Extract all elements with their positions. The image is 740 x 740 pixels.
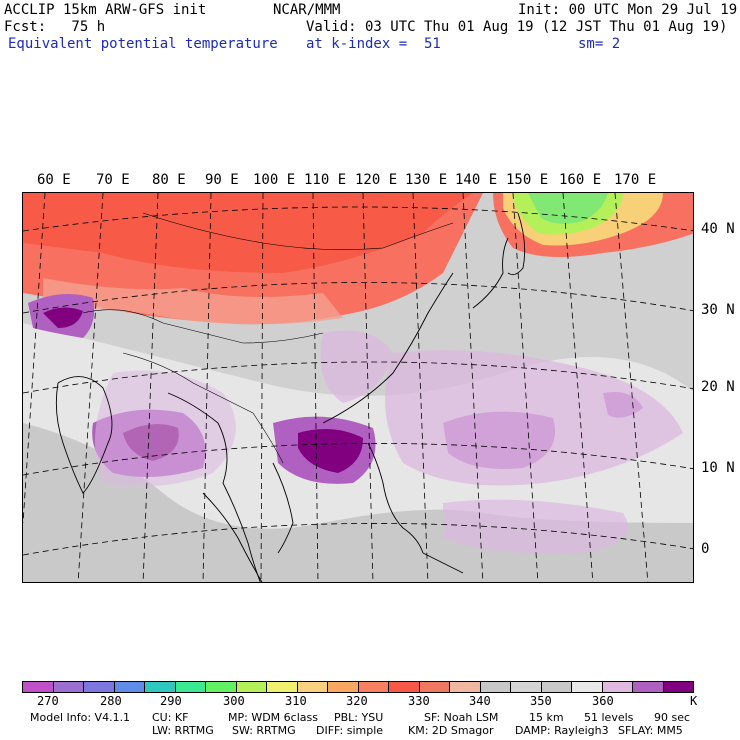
colorbar-tick-label: 270	[37, 694, 59, 708]
warm-fringe	[43, 278, 343, 325]
colorbar-tick-label: 310	[285, 694, 307, 708]
colorbar-tick-label: 300	[223, 694, 245, 708]
colorbar-tick-label: 350	[530, 694, 552, 708]
colorbar-unit: K	[690, 694, 698, 708]
lilac-region-india	[95, 370, 236, 487]
level-index: at k-index = 51	[306, 36, 441, 52]
colorbar-cell	[114, 682, 145, 692]
smoothing: sm= 2	[578, 36, 621, 52]
colorbar-tick-label: 330	[408, 694, 430, 708]
colorbar-cell	[145, 682, 176, 692]
resolution: 15 km	[529, 711, 564, 724]
lilac-region-china	[320, 330, 393, 403]
graticule	[23, 193, 693, 582]
borders	[82, 212, 454, 464]
colorbar	[22, 681, 694, 693]
green-core	[528, 193, 608, 224]
lon-label: 90 E	[205, 172, 239, 188]
colorbar-cell	[53, 682, 84, 692]
colorbar-cell	[663, 682, 693, 692]
lon-label: 100 E	[253, 172, 296, 188]
lilac-region-south	[443, 499, 628, 554]
colorbar-cell	[419, 682, 450, 692]
km-option: KM: 2D Smagor	[408, 724, 494, 737]
model-info: Model Info: V4.1.1	[30, 711, 131, 724]
lon-label: 150 E	[506, 172, 549, 188]
mp-scheme: MP: WDM 6class	[228, 711, 318, 724]
purple-core-west	[43, 307, 83, 328]
colorbar-cell	[236, 682, 267, 692]
colorbar-cell	[267, 682, 298, 692]
diff-option: DIFF: simple	[316, 724, 384, 737]
lon-label: 60 E	[37, 172, 71, 188]
init-time: Init: 00 UTC Mon 29 Jul 19	[518, 2, 738, 18]
sw-scheme: SW: RRTMG	[232, 724, 296, 737]
org-label: NCAR/MMM	[273, 2, 341, 18]
lon-label: 80 E	[152, 172, 186, 188]
field-name: Equivalent potential temperature	[8, 36, 278, 52]
colorbar-cell	[480, 682, 511, 692]
lat-label: 20 N	[701, 379, 735, 395]
pbl-scheme: PBL: YSU	[334, 711, 384, 724]
sf-scheme: SF: Noah LSM	[424, 711, 499, 724]
colorbar-cell	[328, 682, 359, 692]
warm-core	[23, 193, 473, 273]
colorbar-cell	[572, 682, 603, 692]
lon-label: 140 E	[455, 172, 498, 188]
colorbar-tick-label: 280	[100, 694, 122, 708]
colorbar-cell	[633, 682, 664, 692]
time-step: 90 sec	[654, 711, 691, 724]
lon-label: 170 E	[614, 172, 657, 188]
colorbar-cell	[602, 682, 633, 692]
colorbar-tick-label: 340	[469, 694, 491, 708]
lat-label: 30 N	[701, 302, 735, 318]
colorbar-cell	[358, 682, 389, 692]
colorbar-tick-label: 320	[346, 694, 368, 708]
colorbar-cell	[23, 682, 54, 692]
lon-label: 160 E	[559, 172, 602, 188]
sflay-option: SFLAY: MM5	[618, 724, 683, 737]
lon-label: 130 E	[405, 172, 448, 188]
lat-label: 0	[701, 541, 710, 557]
lat-label: 10 N	[701, 460, 735, 476]
colorbar-cell	[297, 682, 328, 692]
map-canvas	[23, 193, 693, 582]
damp-option: DAMP: Rayleigh3	[515, 724, 609, 737]
lon-label: 110 E	[304, 172, 347, 188]
purple-core-scs	[298, 429, 363, 473]
colorbar-cell	[541, 682, 572, 692]
valid-time: Valid: 03 UTC Thu 01 Aug 19 (12 JST Thu …	[306, 19, 728, 35]
colorbar-cell	[450, 682, 481, 692]
coastlines	[55, 212, 526, 582]
colorbar-cell	[206, 682, 237, 692]
cu-scheme: CU: KF	[152, 711, 189, 724]
colorbar-tick-label: 290	[160, 694, 182, 708]
colorbar-cell	[84, 682, 115, 692]
lon-label: 70 E	[96, 172, 130, 188]
lilac-region-pacific	[385, 350, 683, 486]
model-title: ACCLIP 15km ARW-GFS init	[4, 2, 207, 18]
vertical-levels: 51 levels	[584, 711, 634, 724]
forecast-hour: Fcst: 75 h	[4, 19, 106, 35]
lon-label: 120 E	[355, 172, 398, 188]
theta-e-map	[22, 192, 694, 583]
colorbar-cell	[511, 682, 542, 692]
colorbar-cell	[389, 682, 420, 692]
colorbar-cell	[175, 682, 206, 692]
lw-scheme: LW: RRTMG	[152, 724, 214, 737]
lat-label: 40 N	[701, 221, 735, 237]
colorbar-tick-label: 360	[592, 694, 614, 708]
